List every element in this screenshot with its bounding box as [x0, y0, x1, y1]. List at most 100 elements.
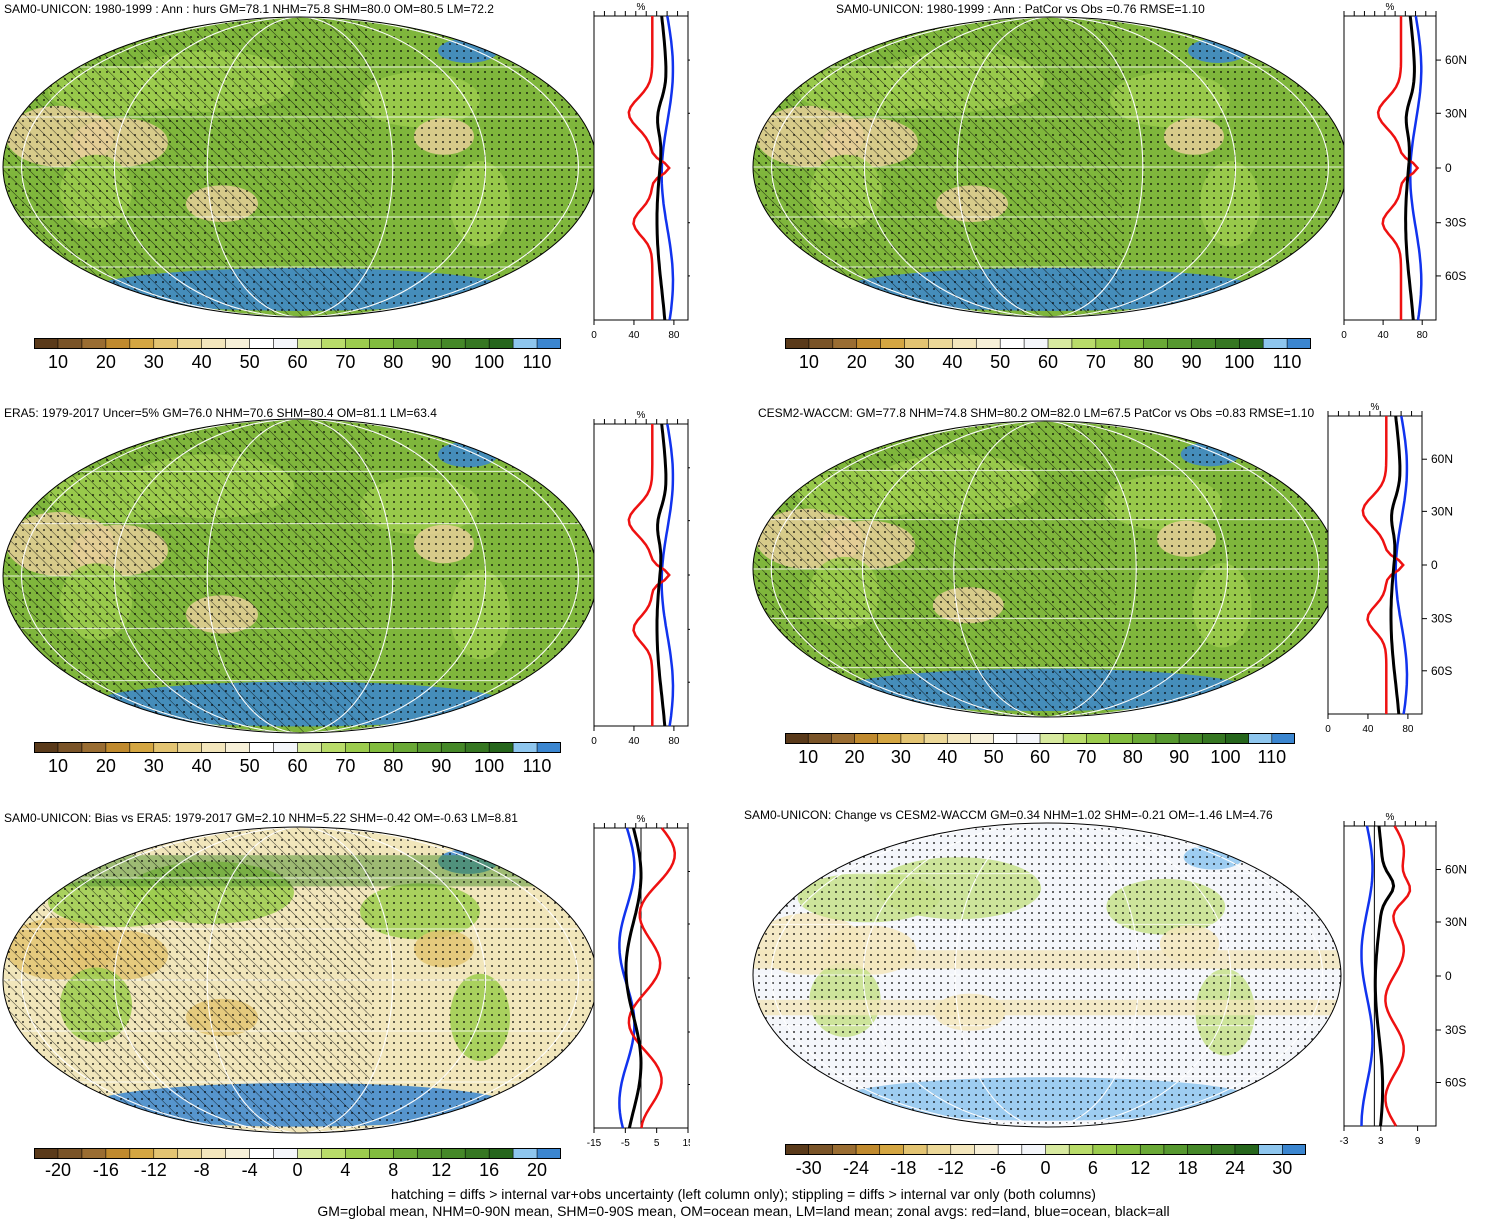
colorbar-tick-label: -4 [241, 1160, 258, 1180]
footer-caption-line2: GM=global mean, NHM=0-90N mean, SHM=0-90… [317, 1203, 1170, 1219]
colorbar-swatch [877, 733, 902, 744]
colorbar-tick-label: 80 [1133, 352, 1154, 372]
colorbar-tick-label: 30 [143, 352, 164, 372]
zonal-x-label: 3 [1378, 1136, 1384, 1147]
colorbar-swatch [999, 338, 1025, 349]
zonal-land-curve [627, 827, 677, 1129]
colorbar-swatch [440, 742, 466, 753]
colorbar-swatch [249, 1148, 275, 1159]
zonal-x-label: 80 [668, 330, 680, 341]
map-panel-6 [752, 822, 1342, 1128]
colorbar-frame [34, 1148, 561, 1159]
panel-title-p5: SAM0-UNICON: Bias vs ERA5: 1979-2017 GM=… [4, 811, 518, 825]
colorbar-swatch [1139, 1144, 1165, 1155]
colorbar-tick-label: 60 [1029, 747, 1051, 767]
meridian-line [113, 17, 487, 317]
colorbar-tick-label: 110 [1257, 747, 1287, 767]
colorbar-swatch [81, 338, 107, 349]
colorbar-swatch [57, 338, 83, 349]
colorbar-swatch [1062, 733, 1088, 744]
colorbar-tick-label: 90 [1169, 747, 1190, 767]
colorbar-tick-label: 16 [479, 1160, 500, 1180]
colorbar-swatch [393, 742, 419, 753]
colorbar-tick-label: 10 [798, 352, 819, 372]
footer-caption-line1: hatching = diffs > internal var+obs unce… [391, 1186, 1096, 1202]
colorbar-swatch [273, 338, 299, 349]
colorbar-swatch [975, 338, 1001, 349]
colorbar-swatch [1215, 338, 1241, 349]
colorbar-tick-label: 60 [287, 756, 308, 776]
colorbar-tick-label: -18 [890, 1158, 917, 1178]
zonal-lat-label: 0 [1445, 161, 1452, 175]
colorbar-swatch [201, 338, 227, 349]
zonal-lat-label: 60S [1445, 1076, 1466, 1090]
map-panel-1 [2, 16, 598, 318]
colorbar-swatch [880, 338, 906, 349]
colorbar-swatch [1071, 338, 1097, 349]
colorbar-tick-label: 110 [1272, 352, 1302, 372]
colorbar-tick-label: 18 [1177, 1158, 1198, 1178]
map-field [3, 419, 597, 733]
colorbar-swatch [1109, 733, 1134, 744]
colorbar-swatch [321, 742, 347, 753]
colorbar-tick-label: 100 [474, 756, 505, 776]
colorbar-swatch [1021, 1144, 1047, 1155]
colorbar-tick-label: 60 [287, 352, 308, 372]
colorbar-tick-label: 12 [431, 1160, 452, 1180]
meridian-line [770, 421, 1320, 717]
colorbar-swatch [1163, 1144, 1189, 1155]
colorbar-tick-label: 40 [191, 352, 212, 372]
colorbar-tick-label: 8 [388, 1160, 399, 1180]
colorbar-swatch [512, 742, 538, 753]
zonal-lat-label: 30N [1431, 504, 1453, 518]
zonal-land-curve [1384, 825, 1412, 1127]
colorbar-swatch [81, 742, 107, 753]
colorbar-swatch [57, 1148, 83, 1159]
zonal-lat-label: 60S [1431, 664, 1452, 678]
zonal-plot-2: % 60N 30N 0 30S 60S 0 40 80 [1341, 2, 1467, 341]
colorbar-tick-label: 90 [1181, 352, 1202, 372]
colorbar-swatch [1068, 1144, 1094, 1155]
panel-title-p6: SAM0-UNICON: Change vs CESM2-WACCM GM=0.… [744, 808, 1273, 822]
colorbar-frame [785, 733, 1295, 744]
colorbar-swatch [1210, 1144, 1236, 1155]
colorbar-labels-bias: -20 -16 -12 -8 -4 0 4 8 12 16 20 [34, 1160, 561, 1184]
colorbar-tick-label: 40 [191, 756, 212, 776]
zonal-lat-label: 30S [1431, 612, 1452, 626]
colorbar-swatch [273, 1148, 299, 1159]
colorbar-abs-4 [785, 733, 1295, 744]
map-field [753, 421, 1337, 717]
colorbar-swatch [105, 338, 131, 349]
colorbar-swatch [1234, 1144, 1260, 1155]
colorbar-tick-label: -12 [937, 1158, 964, 1178]
colorbar-tick-label: 80 [383, 352, 404, 372]
colorbar-swatch [785, 733, 809, 744]
panel-title-p4: CESM2-WACCM: GM=77.8 NHM=74.8 SHM=80.2 O… [758, 406, 1315, 420]
colorbar-tick-label: 0 [1040, 1158, 1051, 1178]
colorbar-labels-abs-3: 10 20 30 40 50 60 70 80 90 100 110 [34, 756, 561, 780]
colorbar-tick-label: 20 [527, 1160, 548, 1180]
colorbar-swatch [879, 1144, 905, 1155]
colorbar-swatch [129, 742, 155, 753]
colorbar-tick-label: 50 [239, 352, 260, 372]
zonal-all-curve [1389, 415, 1402, 715]
colorbar-swatch [1023, 338, 1049, 349]
meridian-line [206, 17, 394, 317]
colorbar-tick-label: -20 [44, 1160, 71, 1180]
zonal-lat-label: 60N [1445, 53, 1467, 67]
colorbar-swatch [1262, 338, 1288, 349]
colorbar-swatch [1086, 733, 1111, 744]
zonal-x-label: -15 [587, 1138, 602, 1149]
colorbar-swatch [464, 338, 490, 349]
colorbar-swatch [536, 338, 561, 349]
colorbar-swatch [201, 1148, 227, 1159]
zonal-lat-label: 30S [1445, 1023, 1466, 1037]
colorbar-swatch [952, 338, 978, 349]
colorbar-swatch [808, 338, 834, 349]
colorbar-swatch [129, 1148, 155, 1159]
zonal-x-label: 0 [1341, 330, 1347, 341]
colorbar-labels-abs-2: 10 20 30 40 50 60 70 80 90 100 110 [785, 352, 1311, 376]
colorbar-swatch [536, 742, 561, 753]
colorbar-tick-label: 12 [1130, 1158, 1151, 1178]
